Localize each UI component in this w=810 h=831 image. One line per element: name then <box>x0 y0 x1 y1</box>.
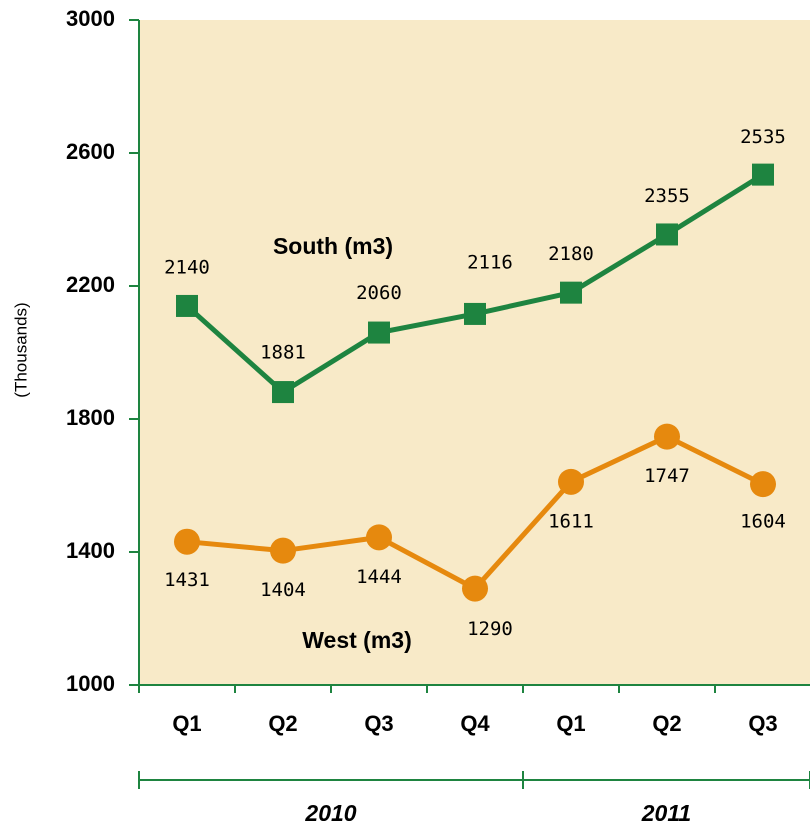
marker <box>366 524 392 551</box>
data-label: 2535 <box>740 126 786 148</box>
y-tick-label: 3000 <box>66 6 115 31</box>
y-tick-label: 1000 <box>66 671 115 696</box>
plot-area <box>139 20 810 685</box>
marker <box>176 294 198 317</box>
marker <box>270 537 296 564</box>
x-tick-label: Q3 <box>748 711 777 736</box>
data-label: 1881 <box>260 342 306 364</box>
series-name: West (m3) <box>302 627 412 653</box>
marker <box>368 321 390 344</box>
marker <box>174 528 200 555</box>
marker <box>654 423 680 450</box>
x-tick-label: Q1 <box>556 711 585 736</box>
series-name: South (m3) <box>273 233 393 259</box>
marker <box>464 302 486 325</box>
y-tick-label: 2600 <box>66 139 115 164</box>
marker <box>752 163 774 186</box>
data-label: 1444 <box>356 566 402 588</box>
x-tick-label: Q1 <box>172 711 201 736</box>
data-label: 2355 <box>644 185 690 207</box>
marker <box>558 468 584 495</box>
marker <box>272 381 294 404</box>
data-label: 2180 <box>548 243 594 265</box>
x-tick-label: Q3 <box>364 711 393 736</box>
data-label: 1404 <box>260 579 306 601</box>
data-label: 1604 <box>740 511 786 533</box>
x-tick-label: Q2 <box>652 711 681 736</box>
data-label: 2060 <box>356 282 402 304</box>
group-label: 2010 <box>304 800 356 826</box>
y-tick-label: 1800 <box>66 405 115 430</box>
data-label: 1290 <box>467 618 513 640</box>
data-label: 1611 <box>548 510 594 532</box>
marker <box>656 223 678 246</box>
group-label: 2011 <box>641 800 691 826</box>
x-tick-label: Q4 <box>460 711 490 736</box>
y-axis-label: (Thousands) <box>11 302 30 397</box>
y-tick-label: 2200 <box>66 272 115 297</box>
y-tick-label: 1400 <box>66 538 115 563</box>
data-label: 2140 <box>164 256 210 278</box>
marker <box>560 281 582 304</box>
marker <box>750 471 776 498</box>
data-label: 2116 <box>467 251 513 273</box>
x-tick-label: Q2 <box>268 711 297 736</box>
data-label: 1747 <box>644 465 690 487</box>
data-label: 1431 <box>164 569 210 591</box>
marker <box>462 575 488 602</box>
